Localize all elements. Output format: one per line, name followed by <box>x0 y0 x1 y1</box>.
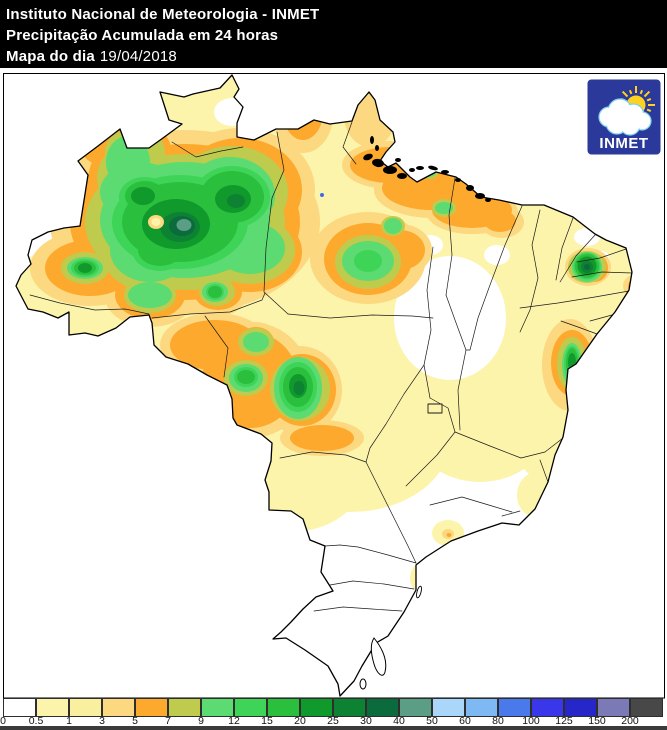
bottom-bar <box>0 726 667 730</box>
header-title-line1: Instituto Nacional de Meteorologia - INM… <box>6 6 320 23</box>
legend-tick-label: 12 <box>228 715 240 727</box>
legend-tick-label: 25 <box>327 715 339 727</box>
reservoir-water-dot <box>320 193 324 197</box>
legend-cell <box>234 698 267 717</box>
state-borders <box>29 121 632 612</box>
legend-tick-label: 9 <box>198 715 204 727</box>
legend-cell <box>498 698 531 717</box>
legend-labels: 0 0.5 1 3 5 7 9 12 15 20 25 30 40 50 60 80 100 125 150 200 <box>0 715 664 727</box>
legend-tick-label: 20 <box>294 715 306 727</box>
legend-cell <box>531 698 564 717</box>
header-title-line3: Mapa do dia 19/04/2018 <box>6 46 667 67</box>
legend-cell <box>465 698 498 717</box>
legend-cells <box>3 698 664 717</box>
legend-cell <box>267 698 300 717</box>
header-title-line2: Precipitação Acumulada em 24 horas <box>6 27 279 44</box>
legend-cell <box>564 698 597 717</box>
legend-cell <box>69 698 102 717</box>
cloud-icon <box>598 98 652 136</box>
legend-tick-label: 150 <box>588 715 606 727</box>
legend-cell <box>300 698 333 717</box>
inmet-logo: INMET <box>587 79 661 155</box>
legend-cell <box>135 698 168 717</box>
legend-tick-label: 50 <box>426 715 438 727</box>
legend-tick-label: 200 <box>621 715 639 727</box>
legend-tick-label: 15 <box>261 715 273 727</box>
legend-tick-label: 0.5 <box>28 715 44 727</box>
legend-tick-label: 40 <box>393 715 405 727</box>
legend-cell <box>597 698 630 717</box>
legend-cell <box>432 698 465 717</box>
layer-rain-40-50mm <box>176 219 192 231</box>
header: Instituto Nacional de Meteorologia - INM… <box>0 0 667 68</box>
legend-cell <box>333 698 366 717</box>
legend: 0 0.5 1 3 5 7 9 12 15 20 25 30 40 50 60 80 100 125 150 200 <box>0 698 664 727</box>
amazon-delta-islands <box>363 136 491 202</box>
local-dry-pocket <box>148 215 164 229</box>
legend-cell <box>36 698 69 717</box>
legend-tick-label: 60 <box>459 715 471 727</box>
logo-text: INMET <box>599 135 648 152</box>
legend-cell <box>168 698 201 717</box>
legend-tick-label: 0 <box>0 715 6 727</box>
legend-tick-label: 30 <box>360 715 372 727</box>
legend-cell <box>201 698 234 717</box>
legend-tick-label: 3 <box>99 715 105 727</box>
map-date-value: 19/04/2018 <box>99 48 177 65</box>
legend-tick-label: 125 <box>555 715 573 727</box>
legend-tick-label: 5 <box>132 715 138 727</box>
legend-cell <box>366 698 399 717</box>
coastal-lagoons <box>359 585 422 690</box>
legend-cell <box>399 698 432 717</box>
legend-tick-label: 1 <box>66 715 72 727</box>
map-date-label: Mapa do dia <box>6 48 95 65</box>
legend-cell <box>3 698 36 717</box>
legend-tick-label: 100 <box>522 715 540 727</box>
legend-tick-label: 80 <box>492 715 504 727</box>
legend-cell <box>102 698 135 717</box>
legend-tick-label: 7 <box>165 715 171 727</box>
legend-cell <box>630 698 663 717</box>
brazil-country-outline <box>15 74 633 697</box>
